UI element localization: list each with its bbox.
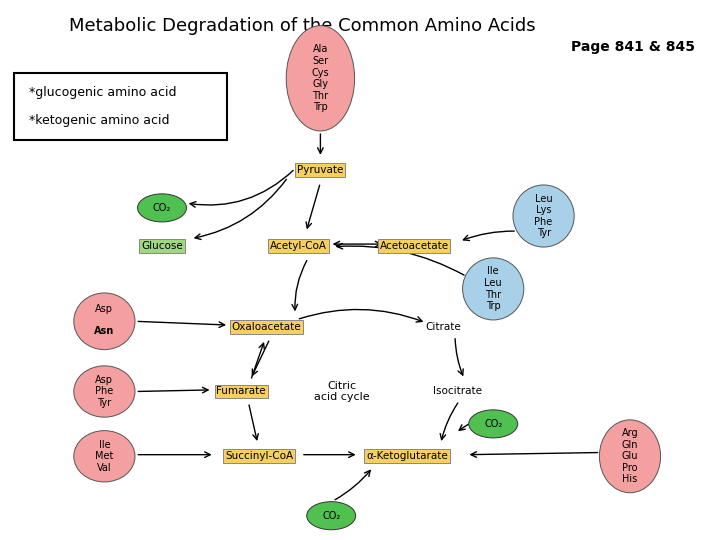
Text: Citrate: Citrate: [425, 322, 461, 332]
Ellipse shape: [287, 25, 354, 131]
Text: Arg
Gln
Glu
Pro
His: Arg Gln Glu Pro His: [621, 428, 639, 484]
Ellipse shape: [73, 366, 135, 417]
Text: Oxaloacetate: Oxaloacetate: [232, 322, 301, 332]
FancyBboxPatch shape: [14, 73, 227, 140]
Ellipse shape: [73, 293, 135, 350]
Ellipse shape: [307, 502, 356, 530]
Text: Asp: Asp: [95, 305, 114, 314]
Text: Asp
Phe
Tyr: Asp Phe Tyr: [95, 375, 114, 408]
Text: CO₂: CO₂: [322, 511, 341, 521]
Text: Isocitrate: Isocitrate: [433, 387, 482, 396]
Text: Ile
Met
Val: Ile Met Val: [95, 440, 114, 473]
Text: Citric
acid cycle: Citric acid cycle: [314, 381, 370, 402]
Text: Succinyl-CoA: Succinyl-CoA: [225, 451, 293, 461]
Text: Ala
Ser
Cys
Gly
Thr
Trp: Ala Ser Cys Gly Thr Trp: [312, 44, 329, 112]
Ellipse shape: [469, 410, 518, 438]
Ellipse shape: [599, 420, 661, 492]
Ellipse shape: [513, 185, 575, 247]
Text: CO₂: CO₂: [484, 419, 503, 429]
Ellipse shape: [462, 258, 524, 320]
Text: CO₂: CO₂: [153, 203, 171, 213]
Text: Glucose: Glucose: [141, 241, 183, 251]
Text: Metabolic Degradation of the Common Amino Acids: Metabolic Degradation of the Common Amin…: [69, 17, 536, 35]
Text: Fumarate: Fumarate: [217, 387, 266, 396]
Ellipse shape: [73, 431, 135, 482]
Text: *glucogenic amino acid: *glucogenic amino acid: [29, 86, 176, 99]
Text: Ile
Leu
Thr
Trp: Ile Leu Thr Trp: [485, 267, 502, 311]
Ellipse shape: [138, 194, 186, 222]
Text: Acetoacetate: Acetoacetate: [379, 241, 449, 251]
Text: Asn: Asn: [94, 326, 114, 336]
Text: Page 841 & 845: Page 841 & 845: [571, 40, 695, 55]
Text: Leu
Lys
Phe
Tyr: Leu Lys Phe Tyr: [534, 194, 553, 238]
Text: *ketogenic amino acid: *ketogenic amino acid: [29, 114, 169, 127]
Text: Pyruvate: Pyruvate: [297, 165, 343, 175]
Text: α-Ketoglutarate: α-Ketoglutarate: [366, 451, 448, 461]
Text: Acetyl-CoA: Acetyl-CoA: [270, 241, 328, 251]
